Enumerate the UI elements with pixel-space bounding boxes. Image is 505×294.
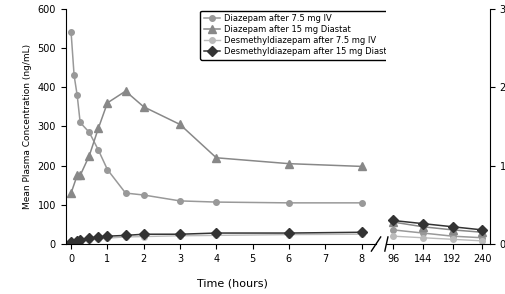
Y-axis label: Mean Plasma Concentration (ng/mL): Mean Plasma Concentration (ng/mL) xyxy=(23,44,32,209)
Text: Time (hours): Time (hours) xyxy=(197,278,268,288)
Legend: Diazepam after 7.5 mg IV, Diazepam after 15 mg Diastat, Desmethyldiazepam after : Diazepam after 7.5 mg IV, Diazepam after… xyxy=(200,11,398,60)
